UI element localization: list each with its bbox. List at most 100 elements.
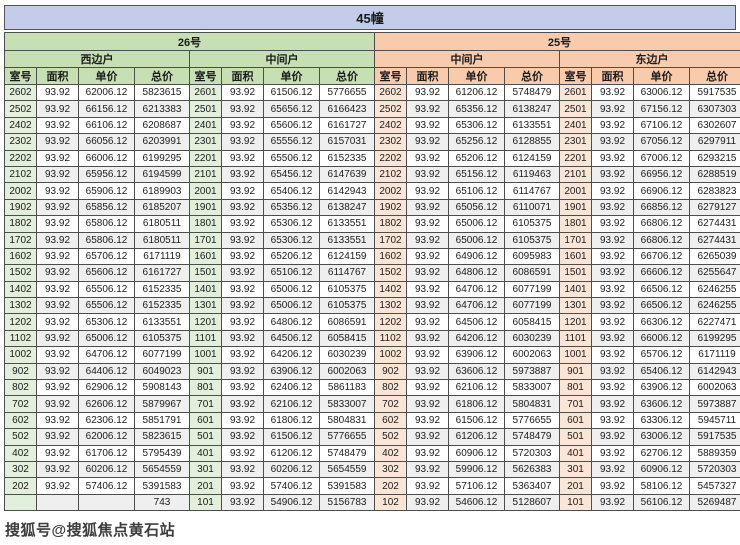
room-cell: 1201 [559, 313, 592, 331]
total-price-cell: 6171119 [689, 346, 740, 364]
room-cell: 2101 [189, 165, 222, 184]
room-cell: 1301 [189, 297, 222, 315]
area-cell: 93.92 [591, 297, 634, 315]
unit-price-cell: 65256.12 [448, 133, 505, 151]
area-cell: 93.92 [221, 247, 264, 266]
area-cell: 93.92 [406, 313, 449, 331]
room-cell: 1102 [4, 329, 37, 348]
unit-price-cell: 57406.12 [263, 477, 320, 495]
unit-price-cell: 65006.12 [78, 329, 135, 348]
column-header-row: 室号 面积 单价 总价 室号 面积 单价 总价 室号 面积 单价 总价 室号 面积 单价 总价 [4, 67, 740, 85]
unit-price-cell: 66156.12 [78, 100, 135, 118]
unit-price-cell: 66606.12 [633, 264, 690, 282]
area-cell: 93.92 [406, 264, 449, 282]
room-cell: 1401 [559, 280, 592, 299]
room-cell: 1001 [189, 346, 222, 364]
unit-price-cell: 66006.12 [78, 149, 135, 167]
total-price-cell: 6142943 [689, 362, 740, 381]
room-cell: 2001 [189, 182, 222, 200]
room-cell: 2502 [374, 100, 407, 118]
area-cell: 93.92 [36, 379, 79, 397]
total-price-cell: 5851791 [134, 411, 190, 430]
total-price-cell: 6227471 [689, 313, 740, 331]
room-cell: 1201 [189, 313, 222, 331]
price-sheet: 45幢 26号 25号 西边户 中间户 中间户 东边户 室号 面积 单价 总价 室号 面积 单价总… [4, 5, 740, 512]
total-price-cell: 6105375 [319, 297, 375, 315]
unit-price-cell: 60206.12 [78, 460, 135, 479]
table-row: 1602 93.92 65706.12 6171119 1601 93.92 65206.1… [4, 247, 740, 266]
room-cell: 301 [189, 460, 222, 479]
table-row: 1302 93.92 65506.12 6152335 1301 93.92 65006.1… [4, 297, 740, 315]
area-cell: 93.92 [221, 444, 264, 462]
area-cell: 93.92 [406, 198, 449, 217]
total-price-cell: 6274431 [689, 231, 740, 249]
table-row: 2202 93.92 66006.12 6199295 2201 93.92 65506.1… [4, 149, 740, 167]
unit-type-header: 西边户 [4, 50, 190, 68]
total-price-cell: 743 [134, 493, 190, 512]
unit-price-cell: 65606.12 [78, 264, 135, 282]
unit-price-cell: 64506.12 [263, 329, 320, 348]
column-header-room: 室号 [189, 67, 222, 85]
unit-price-cell: 61206.12 [448, 83, 505, 102]
table-row: 202 93.92 57406.12 5391583 201 93.92 57406.12 5… [4, 477, 740, 495]
total-price-cell: 6030239 [319, 346, 375, 364]
unit-price-cell: 62306.12 [78, 411, 135, 430]
unit-price-cell: 65306.12 [448, 116, 505, 135]
total-price-cell: 6293215 [689, 149, 740, 167]
table-row: 1102 93.92 65006.12 6105375 1101 93.92 64506.1… [4, 329, 740, 348]
room-cell: 601 [189, 411, 222, 430]
area-cell: 93.92 [221, 116, 264, 135]
table-row: 402 93.92 61706.12 5795439 401 93.92 61206.12 5… [4, 444, 740, 462]
room-cell: 2302 [4, 133, 37, 151]
room-cell: 401 [189, 444, 222, 462]
area-cell: 93.92 [221, 379, 264, 397]
room-cell: 801 [189, 379, 222, 397]
room-cell: 101 [189, 493, 222, 512]
column-header-total-price: 总价 [134, 67, 190, 85]
area-cell: 93.92 [406, 379, 449, 397]
room-cell: 2401 [559, 116, 592, 135]
room-cell: 101 [559, 493, 592, 512]
area-cell: 93.92 [36, 460, 79, 479]
table-row: 502 93.92 62006.12 5823615 501 93.92 61506.12 5… [4, 428, 740, 446]
total-price-cell: 6105375 [319, 280, 375, 299]
room-cell: 801 [559, 379, 592, 397]
unit-price-cell: 60906.12 [633, 460, 690, 479]
unit-price-cell: 64706.12 [78, 346, 135, 364]
total-price-cell: 5654559 [319, 460, 375, 479]
total-price-cell: 5917535 [689, 428, 740, 446]
room-cell: 501 [189, 428, 222, 446]
column-header-room: 室号 [374, 67, 407, 85]
room-cell: 2301 [559, 133, 592, 151]
unit-price-cell: 62606.12 [78, 395, 135, 413]
unit-price-cell: 66956.12 [633, 165, 690, 184]
room-cell: 901 [189, 362, 222, 381]
table-row: 1502 93.92 65606.12 6161727 1501 93.92 65106.1… [4, 264, 740, 282]
area-cell: 93.92 [36, 215, 79, 233]
total-price-cell: 6274431 [689, 215, 740, 233]
room-cell: 1101 [559, 329, 592, 348]
total-price-cell: 5861183 [319, 379, 375, 397]
table-row: 2002 93.92 65906.12 6189903 2001 93.92 65406.1… [4, 182, 740, 200]
area-cell: 93.92 [591, 460, 634, 479]
unit-price-cell: 65456.12 [263, 165, 320, 184]
column-header-room: 室号 [559, 67, 592, 85]
total-price-cell: 6171119 [134, 247, 190, 266]
area-cell: 93.92 [406, 133, 449, 151]
table-row: 743 101 93.92 54906.12 5156783 102 93.92 54606.… [4, 493, 740, 512]
room-cell [4, 493, 37, 512]
area-cell: 93.92 [406, 395, 449, 413]
column-header-unit-price: 单价 [633, 67, 690, 85]
room-cell: 1002 [374, 346, 407, 364]
total-price-cell: 5889359 [689, 444, 740, 462]
total-price-cell: 6133551 [134, 313, 190, 331]
total-price-cell: 6077199 [134, 346, 190, 364]
area-cell: 93.92 [406, 460, 449, 479]
area-cell: 93.92 [406, 83, 449, 102]
room-cell: 1701 [559, 231, 592, 249]
table-row: 1002 93.92 64706.12 6077199 1001 93.92 64206.1… [4, 346, 740, 364]
room-cell: 302 [374, 460, 407, 479]
column-header-area: 面积 [221, 67, 264, 85]
room-cell: 702 [374, 395, 407, 413]
total-price-cell: 6246255 [689, 280, 740, 299]
